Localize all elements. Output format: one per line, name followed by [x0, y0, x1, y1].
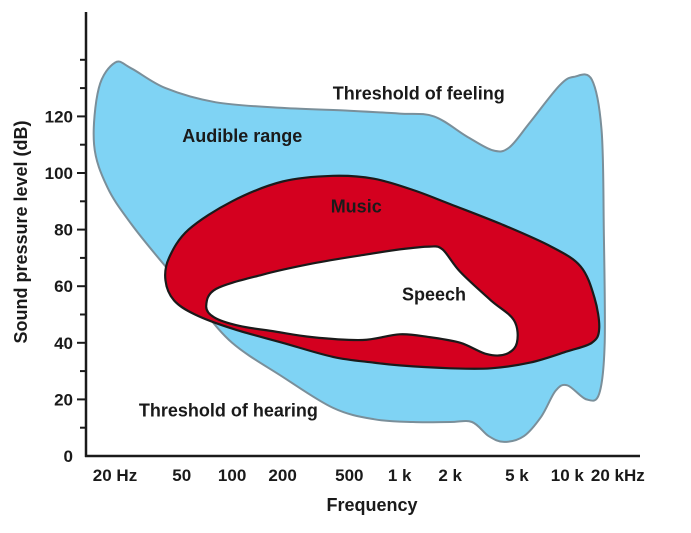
x-tick-label: 20 Hz — [93, 466, 137, 485]
axes-layer: 0 20 40 60 80 100 120 20 Hz 50 100 200 500 1 k 2 k 5 … — [45, 12, 645, 485]
x-tick-label: 500 — [335, 466, 363, 485]
x-tick-label: 2 k — [438, 466, 462, 485]
annotation-threshold-of-hearing: Threshold of hearing — [139, 400, 318, 420]
y-tick-label: 20 — [54, 390, 73, 409]
annotations-layer: Threshold of feeling Audible range Music Sp… — [139, 83, 505, 420]
y-axis-title: Sound pressure level (dB) — [11, 120, 31, 343]
x-tick-label: 20 kHz — [591, 466, 645, 485]
x-tick-label: 5 k — [505, 466, 529, 485]
x-axis-ticks: 20 Hz 50 100 200 500 1 k 2 k 5 k 10 k 20 kHz — [93, 466, 645, 485]
x-tick-label: 10 k — [551, 466, 585, 485]
regions-layer — [92, 60, 606, 443]
annotation-music: Music — [331, 197, 382, 217]
y-tick-label: 40 — [54, 334, 73, 353]
y-tick-label: 0 — [64, 447, 73, 466]
annotation-audible-range: Audible range — [182, 126, 302, 146]
annotation-speech: Speech — [402, 284, 466, 304]
region-speech — [205, 245, 519, 357]
y-tick-label: 100 — [45, 164, 73, 183]
y-tick-label: 80 — [54, 221, 73, 240]
x-tick-label: 50 — [172, 466, 191, 485]
y-tick-label: 120 — [45, 107, 73, 126]
x-tick-label: 1 k — [388, 466, 412, 485]
x-tick-label: 100 — [218, 466, 246, 485]
x-axis-title: Frequency — [326, 495, 417, 515]
y-tick-label: 60 — [54, 277, 73, 296]
annotation-threshold-of-feeling: Threshold of feeling — [333, 83, 505, 103]
x-tick-label: 200 — [268, 466, 296, 485]
y-axis-ticks: 0 20 40 60 80 100 120 — [45, 58, 86, 466]
